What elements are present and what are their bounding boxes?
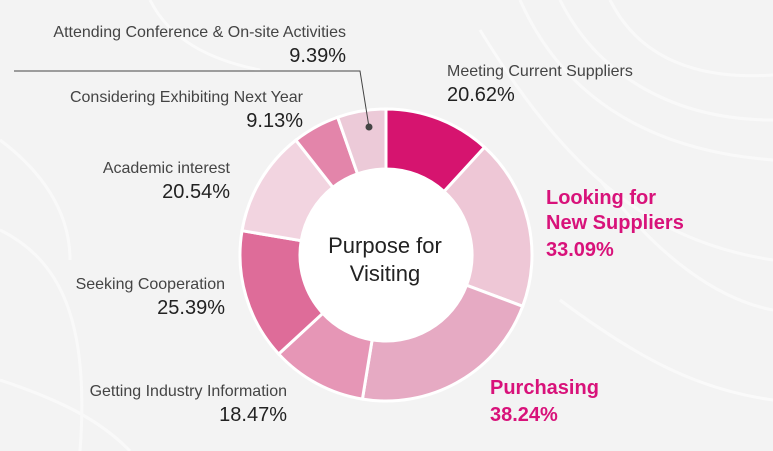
slice-label-attending-conference: Attending Conference & On-site Activitie…: [53, 24, 346, 67]
slice-label-getting-industry-information: Getting Industry Information 18.47%: [89, 383, 287, 426]
leader-line: [14, 70, 373, 131]
donut-hole: [300, 169, 472, 341]
slice-label-looking-for-new-suppliers: Looking for New Suppliers 33.09%: [546, 187, 684, 261]
slice-label-meeting-current-suppliers: Meeting Current Suppliers 20.62%: [447, 63, 633, 106]
chart-title: Purpose for Visiting: [328, 233, 442, 286]
slice-label-seeking-cooperation: Seeking Cooperation 25.39%: [75, 276, 225, 319]
slice-label-academic-interest: Academic interest 20.54%: [102, 160, 230, 203]
slice-label-purchasing: Purchasing 38.24%: [490, 377, 599, 426]
slice-label-considering-exhibiting: Considering Exhibiting Next Year 9.13%: [69, 89, 303, 132]
looking-label-line2: New Suppliers: [546, 212, 684, 234]
looking-label-line1: Looking for: [546, 187, 656, 209]
